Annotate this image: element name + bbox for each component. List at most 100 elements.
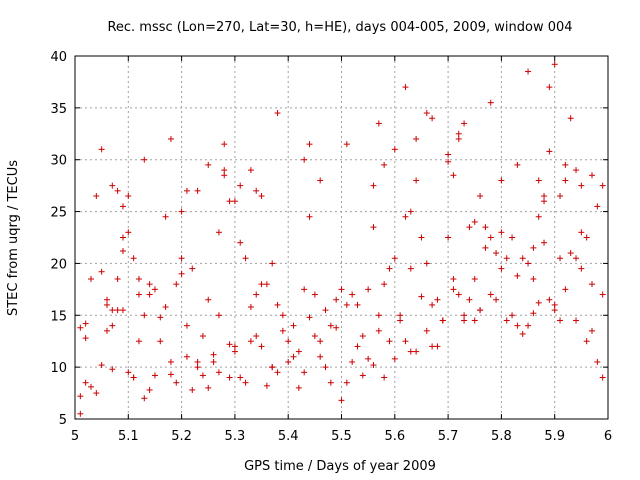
data-point: [519, 255, 526, 262]
x-tick-label: 5.5: [331, 429, 352, 444]
data-point: [557, 193, 564, 200]
data-point: [551, 307, 558, 314]
data-points: [77, 61, 606, 417]
data-point: [82, 320, 89, 327]
x-tick-labels: 5 5.1 5.2 5.3 5.4 5.5 5.6 5.7 5.8 5.9 6: [71, 429, 612, 444]
data-point: [237, 374, 244, 381]
data-point: [247, 338, 254, 345]
data-point: [205, 296, 212, 303]
data-point: [306, 213, 313, 220]
data-point: [327, 379, 334, 386]
data-point: [370, 224, 377, 231]
data-point: [381, 374, 388, 381]
data-point: [258, 343, 265, 350]
y-tick-label: 25: [50, 206, 67, 221]
data-point: [487, 234, 494, 241]
data-point: [301, 369, 308, 376]
data-point: [167, 135, 174, 142]
data-point: [461, 317, 468, 324]
data-point: [450, 172, 457, 179]
data-point: [461, 312, 468, 319]
data-point: [306, 141, 313, 148]
data-point: [135, 291, 142, 298]
data-point: [189, 386, 196, 393]
data-point: [402, 84, 409, 91]
data-point: [226, 341, 233, 348]
data-point: [343, 379, 350, 386]
data-point: [221, 167, 228, 174]
data-point: [173, 281, 180, 288]
data-point: [370, 362, 377, 369]
data-point: [487, 99, 494, 106]
data-point: [471, 317, 478, 324]
data-point: [135, 338, 142, 345]
data-point: [242, 255, 249, 262]
data-point: [519, 330, 526, 337]
data-point: [141, 312, 148, 319]
data-point: [573, 255, 580, 262]
y-axis-label: STEC from uqrg / TECUs: [6, 160, 21, 316]
data-point: [423, 327, 430, 334]
data-point: [247, 167, 254, 174]
data-point: [269, 260, 276, 267]
data-point: [199, 372, 206, 379]
data-point: [167, 371, 174, 378]
data-point: [141, 156, 148, 163]
chart-title: Rec. mssc (Lon=270, Lat=30, h=HE), days …: [107, 20, 572, 35]
data-point: [466, 224, 473, 231]
data-point: [279, 312, 286, 319]
data-point: [194, 364, 201, 371]
data-point: [231, 343, 238, 350]
data-point: [429, 343, 436, 350]
data-point: [423, 260, 430, 267]
data-point: [295, 348, 302, 355]
data-point: [103, 296, 110, 303]
data-point: [381, 161, 388, 168]
data-point: [455, 135, 462, 142]
data-point: [413, 348, 420, 355]
data-point: [119, 247, 126, 254]
data-point: [567, 250, 574, 257]
data-point: [146, 386, 153, 393]
x-tick-label: 5.1: [118, 429, 139, 444]
data-point: [551, 301, 558, 308]
data-point: [493, 296, 500, 303]
data-point: [535, 177, 542, 184]
data-point: [151, 286, 158, 293]
data-point: [215, 312, 222, 319]
data-point: [130, 374, 137, 381]
data-point: [578, 229, 585, 236]
data-point: [162, 213, 169, 220]
data-point: [471, 275, 478, 282]
data-point: [455, 130, 462, 137]
data-point: [162, 303, 169, 310]
data-point: [285, 358, 292, 365]
data-point: [242, 379, 249, 386]
data-point: [546, 84, 553, 91]
data-point: [178, 270, 185, 277]
data-point: [477, 307, 484, 314]
data-point: [359, 333, 366, 340]
data-point: [418, 293, 425, 300]
data-point: [151, 372, 158, 379]
y-tick-label: 35: [50, 102, 67, 117]
data-point: [215, 369, 222, 376]
data-point: [583, 338, 590, 345]
data-point: [205, 161, 212, 168]
data-point: [263, 382, 270, 389]
grid-lines: [75, 56, 608, 419]
data-point: [103, 327, 110, 334]
data-point: [306, 314, 313, 321]
data-point: [562, 177, 569, 184]
x-tick-label: 5.2: [171, 429, 192, 444]
data-point: [77, 410, 84, 417]
plot-frame: [74, 55, 609, 420]
data-point: [375, 327, 382, 334]
data-point: [391, 355, 398, 362]
data-point: [98, 146, 105, 153]
data-point: [263, 281, 270, 288]
data-point: [450, 275, 457, 282]
data-point: [365, 286, 372, 293]
data-point: [487, 291, 494, 298]
y-tick-label: 10: [50, 361, 67, 376]
